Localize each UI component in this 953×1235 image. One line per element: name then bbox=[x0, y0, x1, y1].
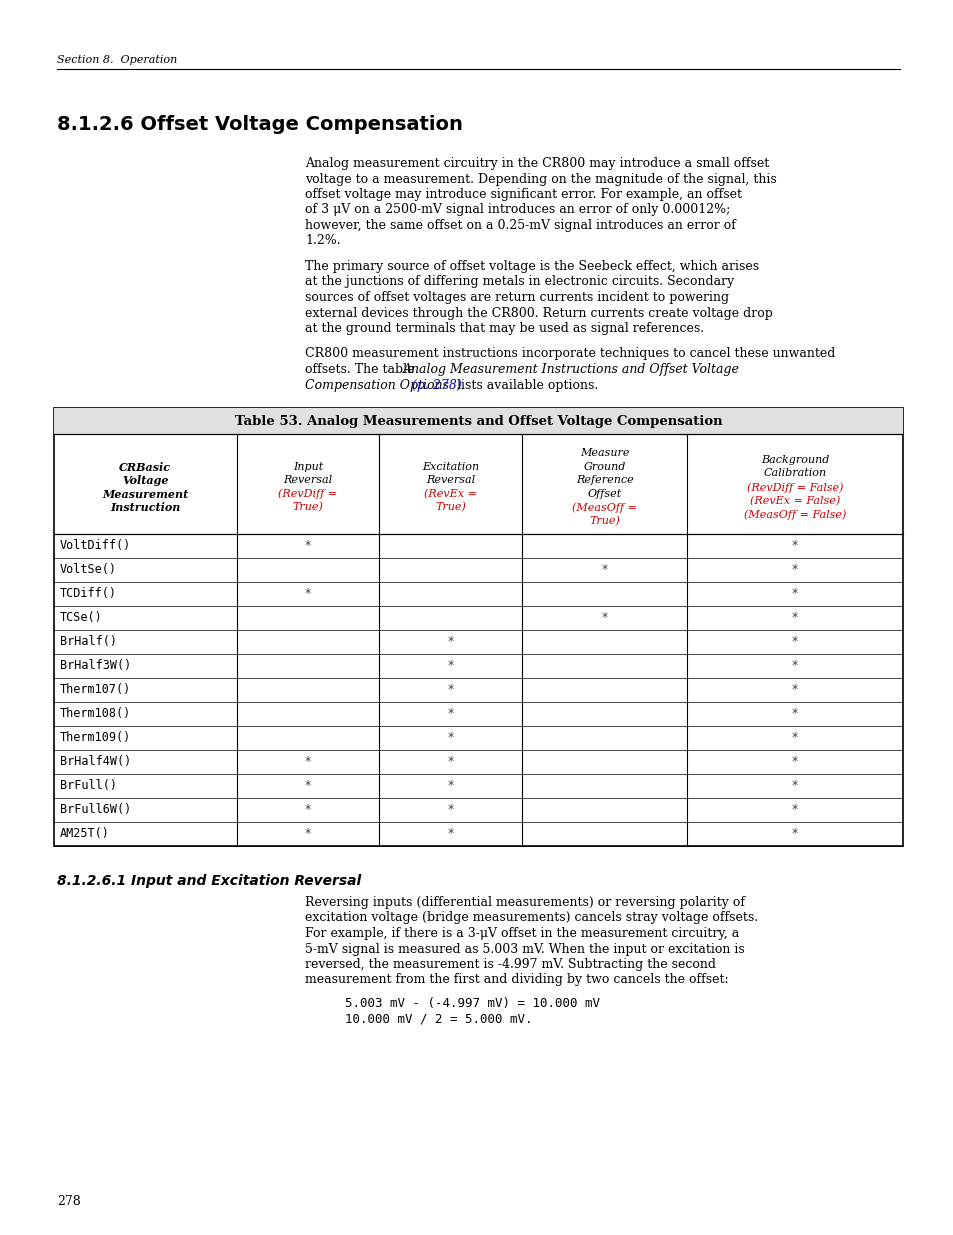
Text: *: * bbox=[791, 540, 798, 552]
Text: however, the same offset on a 0.25-mV signal introduces an error of: however, the same offset on a 0.25-mV si… bbox=[305, 219, 735, 232]
Text: *: * bbox=[791, 683, 798, 697]
Text: voltage to a measurement. Depending on the magnitude of the signal, this: voltage to a measurement. Depending on t… bbox=[305, 173, 776, 185]
Text: (MeasOff =: (MeasOff = bbox=[572, 503, 637, 513]
Text: Measurement: Measurement bbox=[102, 489, 188, 500]
Text: Table 53. Analog Measurements and Offset Voltage Compensation: Table 53. Analog Measurements and Offset… bbox=[234, 415, 721, 427]
Text: (RevEx = False): (RevEx = False) bbox=[749, 495, 840, 506]
Text: *: * bbox=[304, 756, 311, 768]
Text: VoltSe(): VoltSe() bbox=[60, 563, 117, 577]
Text: Reversal: Reversal bbox=[425, 475, 475, 485]
Text: Excitation: Excitation bbox=[421, 462, 478, 472]
Text: Voltage: Voltage bbox=[122, 475, 169, 487]
Text: 8.1.2.6.1 Input and Excitation Reversal: 8.1.2.6.1 Input and Excitation Reversal bbox=[57, 874, 361, 888]
Text: *: * bbox=[304, 804, 311, 816]
Text: reversed, the measurement is -4.997 mV. Subtracting the second: reversed, the measurement is -4.997 mV. … bbox=[305, 958, 716, 971]
Text: *: * bbox=[304, 827, 311, 841]
Text: (MeasOff = False): (MeasOff = False) bbox=[743, 509, 845, 520]
Text: Reference: Reference bbox=[575, 475, 633, 485]
Text: *: * bbox=[791, 827, 798, 841]
Text: Offset: Offset bbox=[587, 489, 621, 499]
Text: *: * bbox=[791, 756, 798, 768]
Text: *: * bbox=[304, 588, 311, 600]
Text: 10.000 mV / 2 = 5.000 mV.: 10.000 mV / 2 = 5.000 mV. bbox=[345, 1013, 532, 1026]
Text: The primary source of offset voltage is the Seebeck effect, which arises: The primary source of offset voltage is … bbox=[305, 261, 759, 273]
Text: 1.2%.: 1.2%. bbox=[305, 235, 340, 247]
Text: BrHalf4W(): BrHalf4W() bbox=[60, 756, 132, 768]
Text: Measure: Measure bbox=[579, 448, 629, 458]
Text: at the junctions of differing metals in electronic circuits. Secondary: at the junctions of differing metals in … bbox=[305, 275, 734, 289]
Text: Instruction: Instruction bbox=[110, 503, 180, 514]
Text: *: * bbox=[447, 659, 453, 673]
Text: *: * bbox=[791, 563, 798, 577]
Text: *: * bbox=[791, 779, 798, 793]
Text: VoltDiff(): VoltDiff() bbox=[60, 540, 132, 552]
Text: *: * bbox=[304, 779, 311, 793]
Text: (p. 278): (p. 278) bbox=[408, 378, 461, 391]
Text: offset voltage may introduce significant error. For example, an offset: offset voltage may introduce significant… bbox=[305, 188, 741, 201]
Text: *: * bbox=[791, 659, 798, 673]
Bar bbox=[54, 408, 902, 433]
Text: Therm109(): Therm109() bbox=[60, 731, 132, 745]
Text: TCSe(): TCSe() bbox=[60, 611, 103, 625]
Text: at the ground terminals that may be used as signal references.: at the ground terminals that may be used… bbox=[305, 322, 703, 335]
Text: Ground: Ground bbox=[583, 462, 625, 472]
Text: AM25T(): AM25T() bbox=[60, 827, 110, 841]
Text: *: * bbox=[447, 779, 453, 793]
Text: 5.003 mV - (-4.997 mV) = 10.000 mV: 5.003 mV - (-4.997 mV) = 10.000 mV bbox=[345, 997, 599, 1010]
Text: True): True) bbox=[435, 503, 465, 513]
Text: 5-mV signal is measured as 5.003 mV. When the input or excitation is: 5-mV signal is measured as 5.003 mV. Whe… bbox=[305, 942, 744, 956]
Text: (RevDiff = False): (RevDiff = False) bbox=[746, 482, 842, 493]
Text: *: * bbox=[447, 756, 453, 768]
Text: *: * bbox=[791, 611, 798, 625]
Text: offsets. The table: offsets. The table bbox=[305, 363, 418, 375]
Text: (RevDiff =: (RevDiff = bbox=[278, 489, 337, 499]
Text: *: * bbox=[791, 636, 798, 648]
Text: Calibration: Calibration bbox=[762, 468, 826, 478]
Text: (RevEx =: (RevEx = bbox=[423, 489, 476, 499]
Text: of 3 μV on a 2500-mV signal introduces an error of only 0.00012%;: of 3 μV on a 2500-mV signal introduces a… bbox=[305, 204, 730, 216]
Text: *: * bbox=[447, 804, 453, 816]
Text: Therm107(): Therm107() bbox=[60, 683, 132, 697]
Text: *: * bbox=[447, 708, 453, 720]
Text: Compensation Options: Compensation Options bbox=[305, 378, 449, 391]
Text: Background: Background bbox=[760, 454, 828, 466]
Text: Analog measurement circuitry in the CR800 may introduce a small offset: Analog measurement circuitry in the CR80… bbox=[305, 157, 768, 170]
Text: *: * bbox=[447, 827, 453, 841]
Text: BrFull6W(): BrFull6W() bbox=[60, 804, 132, 816]
Text: *: * bbox=[447, 636, 453, 648]
Text: True): True) bbox=[293, 503, 323, 513]
Text: sources of offset voltages are return currents incident to powering: sources of offset voltages are return cu… bbox=[305, 291, 728, 304]
Text: CR800 measurement instructions incorporate techniques to cancel these unwanted: CR800 measurement instructions incorpora… bbox=[305, 347, 835, 361]
Text: *: * bbox=[791, 804, 798, 816]
Text: BrFull(): BrFull() bbox=[60, 779, 117, 793]
Text: Section 8.  Operation: Section 8. Operation bbox=[57, 56, 177, 65]
Text: *: * bbox=[791, 731, 798, 745]
Text: Reversing inputs (differential measurements) or reversing polarity of: Reversing inputs (differential measureme… bbox=[305, 897, 744, 909]
Text: *: * bbox=[304, 540, 311, 552]
Text: *: * bbox=[600, 563, 607, 577]
Text: *: * bbox=[791, 588, 798, 600]
Text: *: * bbox=[447, 731, 453, 745]
Text: True): True) bbox=[589, 516, 619, 526]
Text: 278: 278 bbox=[57, 1195, 81, 1208]
Bar bbox=[54, 408, 902, 846]
Text: Input: Input bbox=[293, 462, 323, 472]
Text: CRBasic: CRBasic bbox=[119, 462, 172, 473]
Text: Therm108(): Therm108() bbox=[60, 708, 132, 720]
Text: Reversal: Reversal bbox=[283, 475, 332, 485]
Text: TCDiff(): TCDiff() bbox=[60, 588, 117, 600]
Text: *: * bbox=[791, 708, 798, 720]
Text: external devices through the CR800. Return currents create voltage drop: external devices through the CR800. Retu… bbox=[305, 306, 772, 320]
Text: *: * bbox=[600, 611, 607, 625]
Text: *: * bbox=[447, 683, 453, 697]
Text: Analog Measurement Instructions and Offset Voltage: Analog Measurement Instructions and Offs… bbox=[402, 363, 739, 375]
Text: measurement from the first and dividing by two cancels the offset:: measurement from the first and dividing … bbox=[305, 973, 728, 987]
Text: BrHalf3W(): BrHalf3W() bbox=[60, 659, 132, 673]
Text: excitation voltage (bridge measurements) cancels stray voltage offsets.: excitation voltage (bridge measurements)… bbox=[305, 911, 758, 925]
Text: BrHalf(): BrHalf() bbox=[60, 636, 117, 648]
Text: 8.1.2.6 Offset Voltage Compensation: 8.1.2.6 Offset Voltage Compensation bbox=[57, 115, 462, 135]
Text: lists available options.: lists available options. bbox=[453, 378, 598, 391]
Text: For example, if there is a 3-μV offset in the measurement circuitry, a: For example, if there is a 3-μV offset i… bbox=[305, 927, 739, 940]
